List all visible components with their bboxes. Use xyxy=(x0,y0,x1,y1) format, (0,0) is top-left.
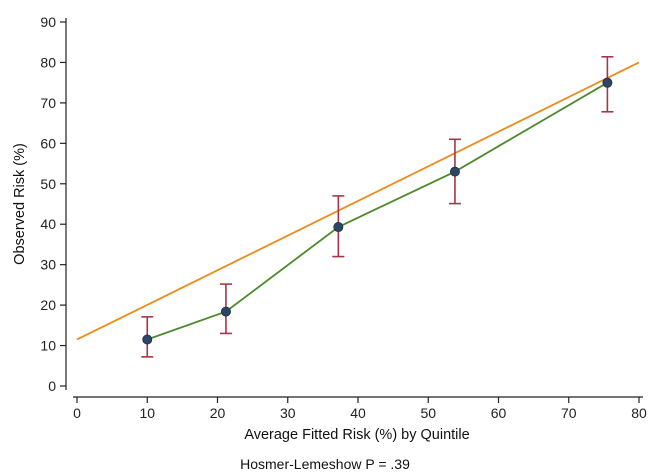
observed-line xyxy=(146,81,608,341)
y-tick-label: 30 xyxy=(40,257,56,273)
x-tick-label: 10 xyxy=(139,405,155,421)
x-tick-label: 30 xyxy=(280,405,296,421)
x-tick-label: 70 xyxy=(561,405,577,421)
data-points xyxy=(142,77,613,345)
y-tick-label: 0 xyxy=(48,378,56,394)
data-point xyxy=(220,306,231,317)
y-axis-title: Observed Risk (%) xyxy=(12,143,28,265)
hosmer-lemeshow-note: Hosmer-Lemeshow P = .39 xyxy=(240,456,410,472)
y-tick-label: 60 xyxy=(40,135,56,151)
data-point xyxy=(602,77,613,88)
y-tick-label: 10 xyxy=(40,338,56,354)
x-tick-label: 50 xyxy=(420,405,436,421)
y-tick-label: 40 xyxy=(40,216,56,232)
x-tick-label: 20 xyxy=(210,405,226,421)
error-bars xyxy=(141,55,614,358)
reference-line-path xyxy=(76,61,640,341)
x-tick-label: 40 xyxy=(350,405,366,421)
y-tick-label: 90 xyxy=(40,14,56,30)
x-tick-label: 0 xyxy=(73,405,81,421)
observed-line-path xyxy=(146,81,608,341)
y-tick-label: 50 xyxy=(40,176,56,192)
data-point xyxy=(333,222,344,233)
y-tick-label: 80 xyxy=(40,54,56,70)
axes: 0 10 20 30 40 50 60 70 80 90 0 10 20 30 40 50 60 70 80 xyxy=(40,14,647,421)
x-axis-title: Average Fitted Risk (%) by Quintile xyxy=(244,427,469,443)
data-point xyxy=(142,334,153,345)
reference-line xyxy=(76,61,640,341)
y-tick-label: 70 xyxy=(40,95,56,111)
x-tick-label: 60 xyxy=(491,405,507,421)
y-tick-label: 20 xyxy=(40,297,56,313)
x-tick-label: 80 xyxy=(631,405,647,421)
data-point xyxy=(449,166,460,177)
